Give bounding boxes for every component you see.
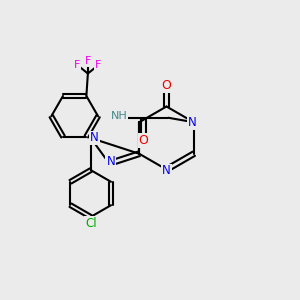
Text: N: N	[188, 116, 197, 129]
Text: O: O	[139, 134, 148, 147]
Text: O: O	[162, 79, 171, 92]
Text: N: N	[106, 154, 115, 168]
Text: N: N	[90, 131, 99, 145]
Text: NH: NH	[111, 111, 128, 121]
Text: F: F	[95, 60, 102, 70]
Text: N: N	[162, 164, 171, 178]
Text: F: F	[74, 60, 81, 70]
Text: F: F	[85, 56, 91, 66]
Text: Cl: Cl	[85, 217, 97, 230]
